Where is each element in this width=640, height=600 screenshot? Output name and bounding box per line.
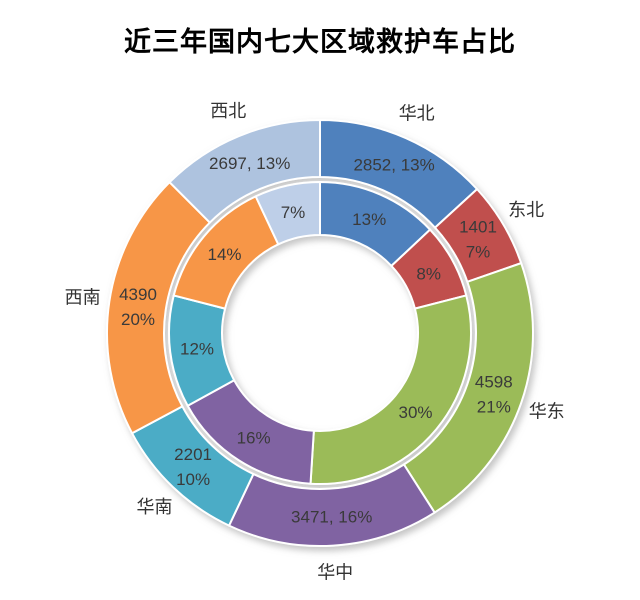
inner-slice-6 bbox=[254, 181, 321, 246]
category-label-6: 西北 bbox=[210, 101, 246, 121]
chart-title: 近三年国内七大区域救护车占比 bbox=[124, 27, 516, 57]
outer-slice-6 bbox=[168, 119, 321, 224]
outer-label-0: 2852, 13% bbox=[353, 156, 434, 175]
outer-label-1: 1401 7% bbox=[459, 218, 497, 262]
category-label-5: 西南 bbox=[65, 288, 101, 308]
inner-slice-2 bbox=[309, 294, 472, 485]
outer-label-6: 2697, 13% bbox=[209, 154, 290, 173]
inner-label-3: 16% bbox=[237, 429, 271, 448]
category-label-2: 华东 bbox=[529, 402, 565, 422]
outer-label-5: 4390 20% bbox=[119, 285, 157, 329]
inner-label-5: 14% bbox=[207, 245, 241, 264]
inner-label-2: 30% bbox=[398, 403, 432, 422]
outer-label-4: 2201 10% bbox=[174, 445, 212, 489]
category-label-0: 华北 bbox=[399, 103, 435, 123]
outer-label-3: 3471, 16% bbox=[291, 508, 372, 527]
category-label-1: 东北 bbox=[508, 200, 544, 220]
donut-labels: 2852, 13% 1401 7% 4598 21% 3471, 16% 2201 10% 43… bbox=[65, 101, 565, 582]
outer-label-2: 4598 21% bbox=[475, 372, 513, 416]
category-label-3: 华中 bbox=[317, 563, 353, 583]
inner-label-4: 12% bbox=[180, 340, 214, 359]
inner-label-0: 13% bbox=[352, 210, 386, 229]
category-label-4: 华南 bbox=[137, 497, 173, 517]
inner-label-6: 7% bbox=[281, 203, 306, 222]
inner-label-1: 8% bbox=[416, 264, 441, 283]
donut-rings bbox=[106, 119, 534, 547]
